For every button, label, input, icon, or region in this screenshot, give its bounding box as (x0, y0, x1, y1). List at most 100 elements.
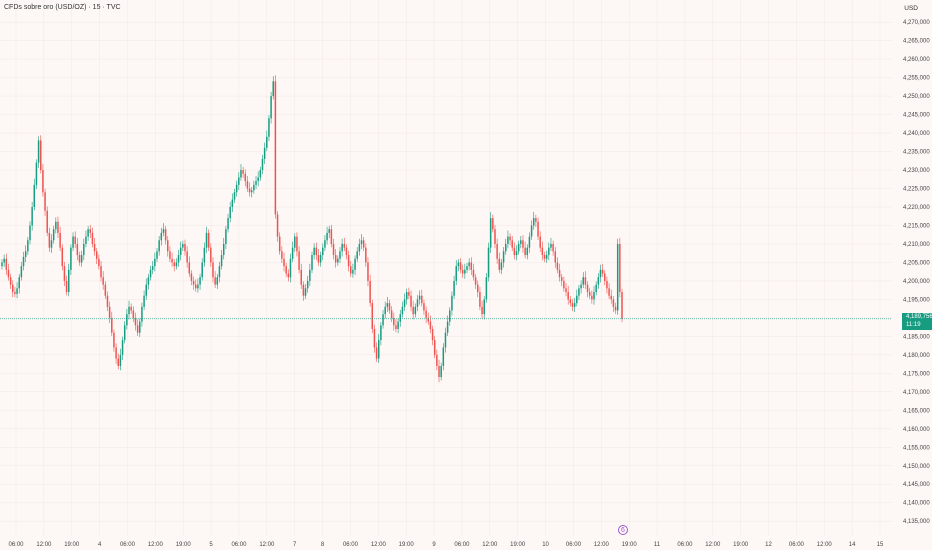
candle-body (85, 236, 87, 244)
candle-body (190, 273, 193, 281)
x-tick-label: 06:00 (677, 542, 693, 548)
candle-body (584, 277, 587, 285)
y-tick-label: 4,145,000 (903, 482, 930, 488)
x-tick-label: 14 (849, 542, 856, 548)
candle-body (149, 269, 152, 278)
candle-body (46, 210, 48, 233)
candle-body (27, 240, 29, 252)
candle-body (5, 258, 8, 270)
candle-body (332, 243, 335, 256)
candle-body (451, 295, 453, 311)
candle-body (246, 181, 249, 189)
candle-body (188, 262, 191, 274)
candle-body (14, 292, 16, 294)
candle-body (199, 277, 201, 285)
candle-body (599, 269, 602, 278)
candle-body (324, 240, 326, 248)
candle-body (481, 306, 483, 315)
candle-body (347, 255, 350, 267)
candle-body (91, 232, 94, 244)
candle-body (289, 258, 292, 278)
x-tick-label: 12:00 (148, 542, 164, 548)
candle-body (98, 258, 100, 267)
candle-body (48, 232, 51, 248)
candle-body (113, 332, 115, 348)
candle-body (20, 266, 23, 278)
candle-body (141, 306, 143, 322)
candle-body (449, 310, 451, 322)
candle-body (18, 277, 20, 289)
candle-body (614, 306, 617, 311)
candle-body (117, 358, 120, 366)
candle-body (386, 303, 389, 307)
candle-body (106, 295, 109, 307)
candle-body (507, 236, 509, 244)
candle-body (492, 218, 494, 230)
candle-body (162, 229, 165, 233)
candle-body (494, 229, 496, 244)
candle-body (339, 251, 341, 259)
candle-body (395, 325, 397, 329)
candle-body (384, 306, 386, 315)
candle-body (479, 292, 481, 307)
candle-body (12, 284, 14, 293)
candle-body (259, 170, 262, 178)
candle-body (61, 247, 64, 267)
x-tick-label: 5 (209, 542, 213, 548)
candle-body (565, 288, 567, 293)
candle-body (502, 251, 505, 263)
y-tick-label: 4,215,000 (903, 223, 930, 229)
candle-body (522, 240, 524, 248)
candle-body (414, 306, 417, 315)
x-tick-label: 06:00 (120, 542, 136, 548)
candle-body (390, 310, 393, 318)
candle-body (300, 269, 302, 285)
candle-body (278, 236, 281, 252)
candle-body (322, 247, 324, 256)
candle-body (399, 314, 402, 322)
candle-body (545, 255, 548, 259)
candle-body (569, 299, 572, 304)
candle-body (457, 262, 460, 267)
candle-body (76, 243, 79, 256)
candle-body (356, 251, 358, 259)
y-tick-label: 4,155,000 (903, 445, 930, 451)
candle-body (421, 295, 423, 304)
candle-body (164, 229, 167, 241)
y-tick-label: 4,240,000 (903, 131, 930, 137)
y-tick-label: 4,220,000 (903, 205, 930, 211)
y-tick-label: 4,255,000 (903, 76, 930, 82)
candle-body (330, 229, 333, 244)
candle-body (244, 173, 247, 182)
x-tick-label: 19:00 (622, 542, 638, 548)
candle-body (365, 247, 367, 263)
event-badge[interactable]: 6 (618, 525, 628, 535)
candle-body (354, 258, 356, 270)
candle-body (291, 247, 294, 259)
candle-body (311, 255, 313, 270)
candle-body (563, 280, 565, 289)
candle-body (257, 177, 259, 182)
last-price-tag: 4,189,756 11:19 (902, 313, 932, 330)
candle-body (558, 269, 561, 278)
candle-body (119, 354, 122, 366)
y-tick-label: 4,140,000 (903, 501, 930, 507)
candle-body (39, 140, 42, 171)
candle-body (55, 221, 57, 230)
candle-body (108, 306, 111, 318)
candle-body (541, 247, 544, 256)
candle-body (352, 269, 354, 274)
candle-body (214, 277, 216, 285)
candle-body (606, 280, 608, 289)
candle-body (89, 229, 92, 233)
candle-body (576, 295, 578, 304)
candle-body (619, 243, 621, 293)
candle-body (158, 240, 160, 252)
candle-body (504, 243, 507, 252)
candle-body (216, 277, 219, 285)
candle-body (511, 240, 513, 248)
x-tick-label: 15 (877, 542, 884, 548)
candle-body (591, 295, 593, 300)
candle-body (227, 218, 229, 230)
